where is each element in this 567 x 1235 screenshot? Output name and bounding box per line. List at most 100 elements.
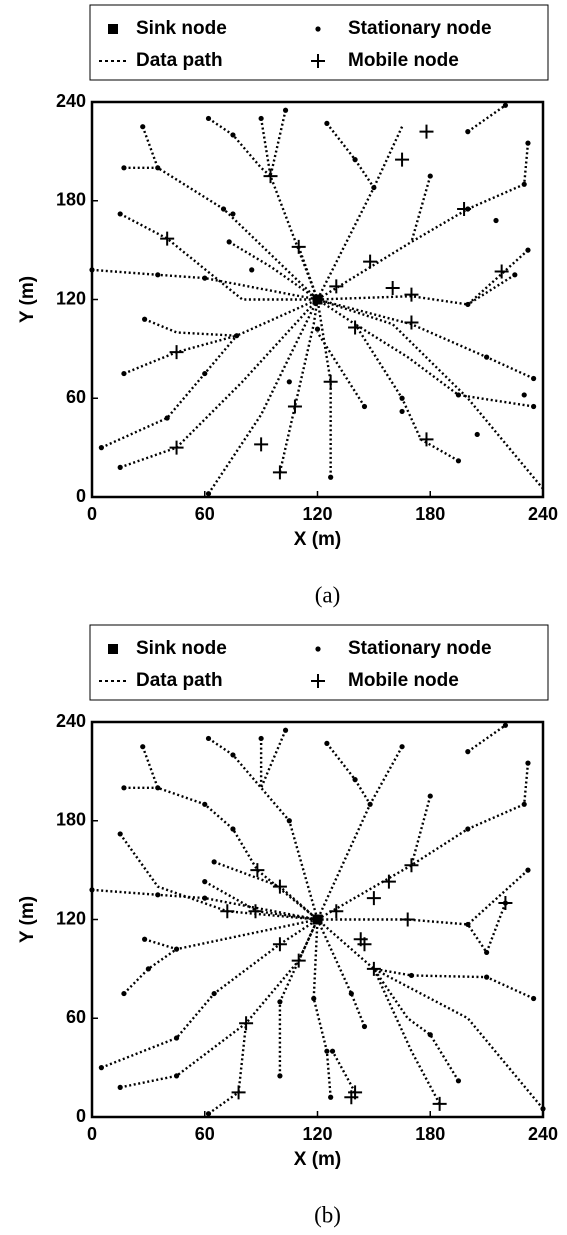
mobile-node — [329, 904, 344, 919]
stationary-node — [202, 801, 208, 807]
stationary-node — [230, 132, 236, 138]
data-path — [316, 331, 366, 408]
data-path — [91, 268, 318, 301]
stationary-node — [525, 867, 531, 873]
stationary-node — [211, 859, 217, 865]
stationary-node — [121, 165, 127, 171]
x-tick-label: 0 — [87, 1124, 97, 1144]
data-path — [207, 117, 319, 300]
stationary-node — [465, 826, 471, 832]
stationary-node — [427, 173, 433, 179]
stationary-node — [399, 744, 405, 750]
legend-marker — [315, 26, 321, 32]
mobile-node — [381, 874, 396, 889]
data-path — [141, 746, 319, 921]
stationary-node — [352, 157, 358, 163]
mobile-node — [404, 858, 419, 873]
stationary-node — [427, 1032, 433, 1038]
stationary-node — [173, 1035, 180, 1041]
mobile-node — [348, 320, 363, 335]
mobile-node — [457, 201, 472, 216]
legend-label: Stationary node — [348, 18, 492, 39]
mobile-node — [400, 912, 415, 927]
legend-label: Data path — [136, 50, 223, 71]
stationary-node — [121, 785, 127, 791]
stationary-node — [173, 1073, 180, 1079]
mobile-node — [231, 1085, 246, 1100]
stationary-node — [286, 818, 292, 824]
stationary-node — [205, 1111, 212, 1117]
stationary-node — [234, 333, 240, 339]
stationary-node — [521, 801, 527, 807]
stationary-node — [121, 990, 127, 997]
stationary-node — [352, 777, 358, 783]
stationary-node — [531, 375, 537, 382]
data-path — [100, 334, 238, 449]
legend-marker — [311, 54, 325, 68]
data-path — [123, 334, 238, 375]
legend-label: Mobile node — [348, 670, 459, 691]
legend-label: Mobile node — [348, 50, 459, 71]
mobile-node — [250, 863, 265, 878]
data-path — [297, 246, 319, 300]
stationary-node — [282, 727, 289, 733]
mobile-node — [272, 879, 287, 894]
mobile-node — [220, 904, 235, 919]
data-path — [278, 299, 319, 473]
stationary-node — [371, 184, 377, 191]
y-tick-label: 0 — [76, 486, 86, 506]
stationary-node — [155, 272, 161, 278]
stationary-node — [455, 458, 462, 464]
x-tick-label: 120 — [302, 1124, 332, 1144]
y-tick-label: 240 — [56, 711, 86, 731]
x-axis-label: X (m) — [294, 529, 342, 550]
stationary-node — [465, 921, 471, 928]
stationary-node — [173, 946, 180, 952]
x-tick-label: 120 — [302, 504, 332, 524]
mobile-node — [404, 315, 419, 330]
legend-label: Sink node — [136, 18, 227, 39]
stationary-node — [205, 115, 212, 122]
y-tick-label: 240 — [56, 91, 86, 111]
mobile-node — [353, 932, 368, 947]
data-path — [317, 298, 535, 380]
legend-marker — [108, 644, 118, 654]
stationary-node — [367, 801, 373, 807]
stationary-node — [399, 395, 405, 401]
stationary-node — [361, 403, 368, 410]
stationary-node — [205, 491, 212, 497]
stationary-node — [399, 408, 405, 415]
legend-label: Stationary node — [348, 638, 492, 659]
data-path — [141, 126, 319, 301]
mobile-node — [419, 432, 434, 447]
data-path — [354, 323, 534, 408]
stationary-node — [455, 392, 462, 398]
stationary-node — [164, 415, 170, 421]
legend-label: Sink node — [136, 638, 227, 659]
data-path — [316, 122, 376, 301]
x-tick-label: 180 — [415, 1124, 445, 1144]
stationary-node — [155, 165, 161, 171]
stationary-node — [484, 354, 490, 360]
y-tick-label: 180 — [56, 810, 86, 830]
stationary-node — [205, 735, 212, 742]
stationary-node — [277, 999, 283, 1005]
mobile-node — [498, 896, 513, 911]
data-path — [467, 724, 507, 753]
stationary-node — [465, 301, 471, 308]
data-path — [369, 746, 404, 805]
mobile-node — [348, 1085, 363, 1100]
data-path — [119, 298, 319, 469]
x-tick-label: 60 — [195, 1124, 215, 1144]
stationary-node — [230, 211, 236, 217]
caption: (a) — [315, 582, 341, 607]
mobile-node — [363, 254, 378, 269]
data-path — [207, 737, 319, 920]
data-path — [372, 968, 441, 1105]
stationary-node — [202, 275, 208, 281]
mobile-node — [254, 437, 269, 452]
stationary-node — [98, 445, 104, 451]
data-path — [207, 298, 319, 495]
